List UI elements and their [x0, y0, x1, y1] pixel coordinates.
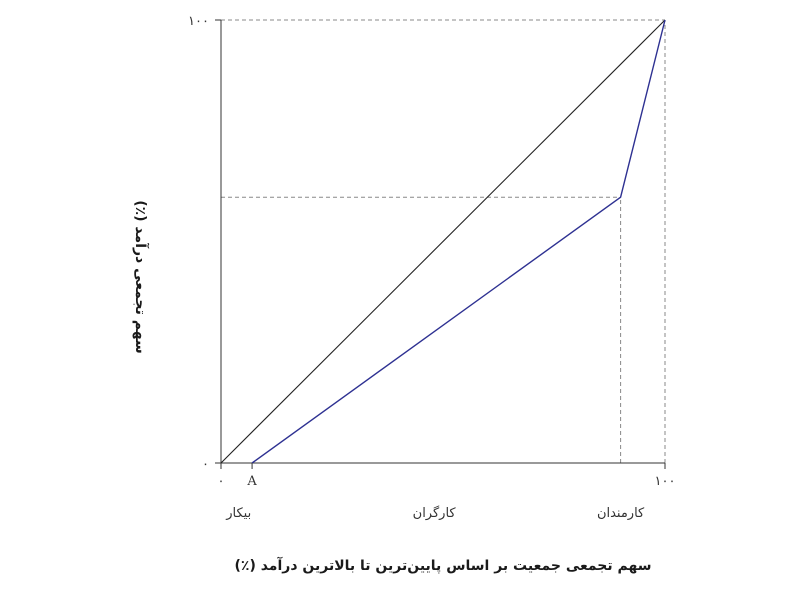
tick-labels: ۰ A ۱۰۰ ۰ ۱۰۰ — [188, 14, 675, 489]
group-label-1: کارگران — [413, 505, 457, 521]
group-label-0: بیکار — [225, 506, 251, 521]
x-tick-label-1: A — [246, 474, 257, 489]
guide-lines — [221, 19, 666, 463]
x-tick-label-0: ۰ — [218, 474, 225, 489]
equality-line — [220, 19, 666, 464]
group-labels: بیکار کارگران کارمندان — [225, 505, 645, 521]
y-tick-label-0: ۰ — [202, 457, 209, 472]
series — [220, 19, 666, 464]
group-label-2: کارمندان — [597, 506, 645, 521]
lorenz-curve — [251, 19, 666, 464]
y-axis-title: سهم تجمعی درآمد (٪) — [132, 200, 150, 354]
axes — [220, 20, 665, 464]
y-tick-label-1: ۱۰۰ — [188, 14, 209, 29]
x-tick-label-2: ۱۰۰ — [655, 474, 676, 489]
x-axis-title: سهم تجمعی جمعیت بر اساس پایین‌ترین تا با… — [235, 556, 652, 574]
